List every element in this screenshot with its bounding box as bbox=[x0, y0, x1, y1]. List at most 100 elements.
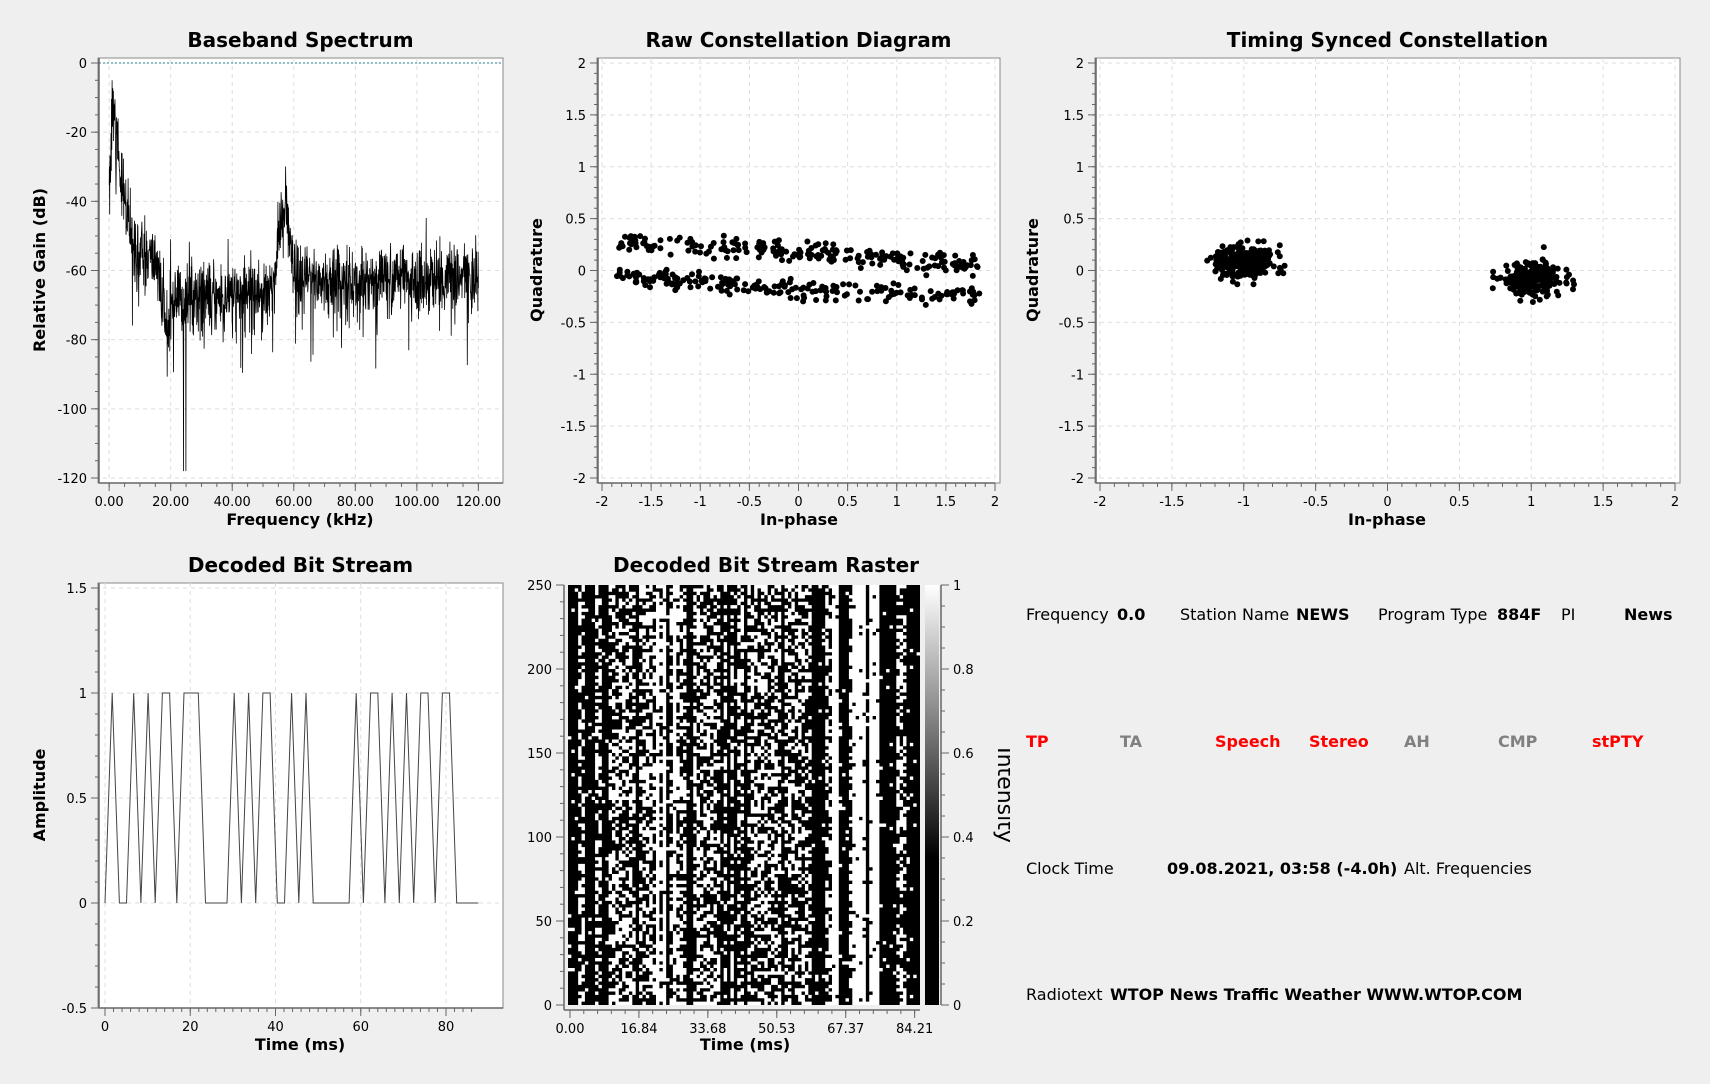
x-tick-label: 16.84 bbox=[620, 1022, 657, 1037]
constellation-point bbox=[818, 252, 825, 259]
constellation-point bbox=[721, 244, 728, 251]
constellation-point bbox=[1536, 283, 1543, 289]
constellation-point bbox=[763, 289, 770, 296]
constellation-point bbox=[1556, 279, 1563, 286]
constellation-point bbox=[968, 257, 975, 264]
constellation-point bbox=[855, 259, 862, 266]
constellation-point bbox=[971, 292, 978, 299]
constellation-point bbox=[793, 295, 800, 302]
x-tick-label: 2 bbox=[991, 495, 999, 510]
constellation-point bbox=[809, 288, 816, 295]
spectrum-axes: 0.00 20.00 40.00 60.00 80.00 100.00 120.00 0 -20… bbox=[57, 57, 503, 510]
constellation-point bbox=[1520, 268, 1527, 274]
y-tick-label: -100 bbox=[57, 403, 87, 418]
constellation-point bbox=[895, 253, 902, 260]
bitstream-plot: 0 20 40 60 80 1.5 1 0.5 0 -0.5 Time (ms) Amplitud… bbox=[30, 582, 504, 1054]
x-tick-label: -2 bbox=[1094, 495, 1107, 510]
constellation-point bbox=[941, 264, 947, 271]
constellation-point bbox=[622, 233, 628, 240]
y-tick-label: 0.5 bbox=[565, 213, 586, 228]
constellation-point bbox=[903, 267, 910, 274]
constellation-point bbox=[1521, 289, 1528, 295]
constellation-point bbox=[657, 273, 664, 280]
bitstream-title: Decoded Bit Stream bbox=[187, 553, 414, 577]
constellation-point bbox=[822, 240, 829, 247]
constellation-point bbox=[931, 262, 938, 269]
constellation-point bbox=[1497, 274, 1504, 281]
constellation-point bbox=[626, 246, 633, 253]
constellation-point bbox=[830, 241, 837, 248]
y-tick-label: -0.5 bbox=[561, 316, 586, 331]
raw-constellation-xlabel: In-phase bbox=[760, 510, 838, 529]
constellation-point bbox=[873, 282, 880, 289]
constellation-point bbox=[771, 283, 778, 290]
constellation-point bbox=[742, 240, 749, 247]
constellation-point bbox=[1538, 270, 1545, 277]
flag-ah: AH bbox=[1404, 732, 1430, 751]
constellation-point bbox=[812, 242, 819, 249]
x-tick-label: 84.21 bbox=[896, 1022, 933, 1037]
constellation-point bbox=[907, 286, 914, 293]
constellation-point bbox=[926, 263, 933, 270]
constellation-point bbox=[720, 239, 727, 246]
constellation-point bbox=[906, 261, 913, 268]
constellation-point bbox=[1528, 261, 1535, 268]
constellation-point bbox=[1281, 262, 1288, 269]
constellation-point bbox=[857, 288, 863, 295]
constellation-point bbox=[729, 239, 736, 246]
x-tick-label: 1 bbox=[1527, 495, 1535, 510]
constellation-point bbox=[822, 297, 829, 304]
constellation-point bbox=[1237, 239, 1244, 246]
flag-tp: TP bbox=[1026, 732, 1049, 751]
constellation-point bbox=[695, 283, 702, 290]
x-tick-label: 0.5 bbox=[1449, 495, 1470, 510]
synced-constellation-plot: -2 -1.5 -1 -0.5 0 0.5 1 1.5 2 2 1.5 1 0.5 0 -0.5 -1 -1.5… bbox=[1023, 57, 1681, 529]
clock-time-label: Clock Time bbox=[1026, 859, 1114, 878]
constellation-point bbox=[1264, 262, 1271, 268]
raster-cells-black bbox=[568, 585, 920, 1005]
y-tick-label: -60 bbox=[66, 265, 87, 280]
clock-time-value: 09.08.2021, 03:58 (-4.0h) bbox=[1167, 859, 1398, 878]
constellation-point bbox=[698, 243, 704, 250]
constellation-point bbox=[1227, 270, 1234, 277]
constellation-point bbox=[636, 271, 643, 278]
constellation-point bbox=[734, 286, 741, 293]
constellation-point bbox=[705, 248, 712, 255]
flag-stpty: stPTY bbox=[1592, 732, 1644, 751]
constellation-point bbox=[1554, 265, 1561, 272]
constellation-point bbox=[755, 278, 762, 285]
raster-title: Decoded Bit Stream Raster bbox=[612, 553, 920, 577]
y-tick-label: 0 bbox=[79, 897, 87, 912]
x-tick-label: 0 bbox=[1383, 495, 1391, 510]
x-tick-label: -1.5 bbox=[638, 495, 663, 510]
y-tick-label: 150 bbox=[527, 747, 552, 762]
constellation-point bbox=[1238, 252, 1245, 258]
constellation-point bbox=[1519, 282, 1525, 289]
constellation-point bbox=[1244, 250, 1251, 257]
constellation-point bbox=[961, 265, 968, 272]
y-tick-label: -0.5 bbox=[1059, 316, 1084, 331]
colorbar-tick-label: 0.8 bbox=[953, 663, 974, 678]
constellation-point bbox=[956, 263, 963, 270]
y-tick-label: -1.5 bbox=[561, 420, 586, 435]
y-tick-label: 2 bbox=[578, 57, 586, 72]
constellation-point bbox=[869, 260, 876, 267]
constellation-point bbox=[959, 287, 966, 294]
frequency-value: 0.0 bbox=[1117, 605, 1146, 624]
constellation-point bbox=[1259, 266, 1266, 273]
constellation-point bbox=[819, 247, 826, 254]
constellation-point bbox=[787, 295, 794, 301]
constellation-point bbox=[1219, 243, 1226, 250]
constellation-point bbox=[819, 283, 826, 290]
x-tick-label: 1.5 bbox=[1593, 495, 1614, 510]
x-tick-label: 33.68 bbox=[689, 1022, 726, 1037]
constellation-point bbox=[646, 243, 652, 250]
constellation-point bbox=[919, 258, 926, 264]
constellation-point bbox=[707, 285, 714, 292]
constellation-point bbox=[777, 289, 784, 296]
constellation-point bbox=[640, 278, 647, 285]
constellation-point bbox=[1525, 272, 1532, 279]
constellation-point bbox=[672, 274, 679, 281]
y-tick-label: -1 bbox=[573, 368, 586, 383]
constellation-point bbox=[709, 274, 716, 281]
